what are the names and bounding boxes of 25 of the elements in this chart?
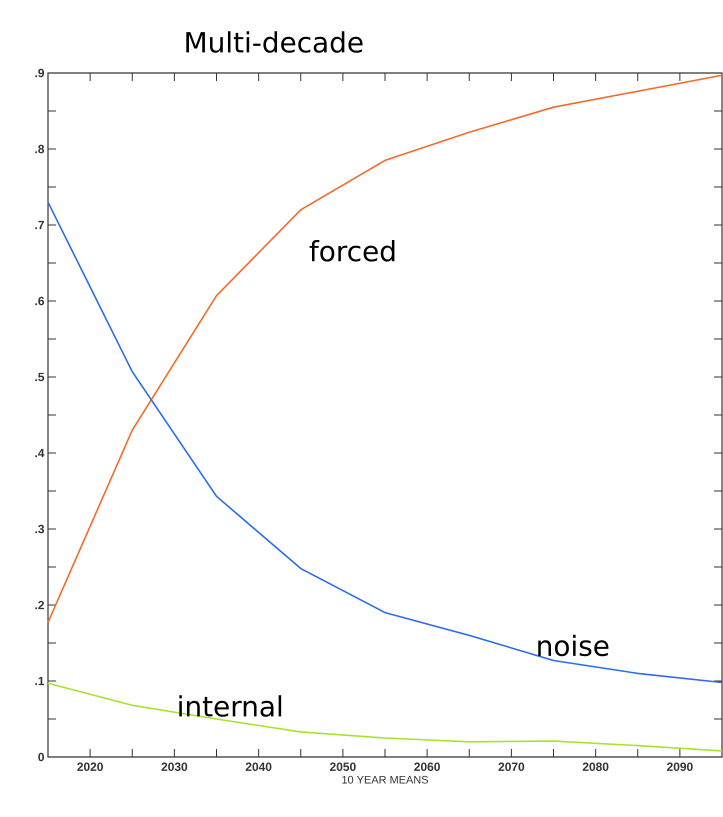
y-tick-label: .2 xyxy=(35,600,44,610)
series-label: internal xyxy=(179,695,282,717)
chart-title: Multi-decade xyxy=(186,31,363,53)
y-tick-label: .9 xyxy=(35,68,44,78)
x-tick-label: 2030 xyxy=(162,762,188,772)
y-tick-label: .6 xyxy=(35,296,44,306)
x-tick-label: 2080 xyxy=(582,762,608,771)
y-tick-label: .5 xyxy=(35,372,44,382)
x-tick-label: 2040 xyxy=(246,762,272,771)
x-tick-label: 2090 xyxy=(667,762,693,771)
y-tick-label: 0 xyxy=(38,752,44,762)
y-tick-label: .8 xyxy=(35,144,44,154)
line-series xyxy=(47,682,723,752)
x-axis-title: 10 YEAR MEANS xyxy=(342,776,428,784)
series-label: forced xyxy=(310,240,394,262)
x-tick-label: 2020 xyxy=(77,762,103,771)
series-label: noise xyxy=(538,634,608,656)
y-tick-label: .1 xyxy=(35,676,44,686)
x-tick-label: 2060 xyxy=(414,762,440,771)
y-tick-label: .3 xyxy=(35,524,44,534)
x-tick-label: 2070 xyxy=(498,762,524,771)
x-tick-label: 2050 xyxy=(330,762,356,771)
line-series xyxy=(47,201,723,684)
y-tick-label: .4 xyxy=(35,448,44,458)
y-tick-label: .7 xyxy=(35,220,44,230)
